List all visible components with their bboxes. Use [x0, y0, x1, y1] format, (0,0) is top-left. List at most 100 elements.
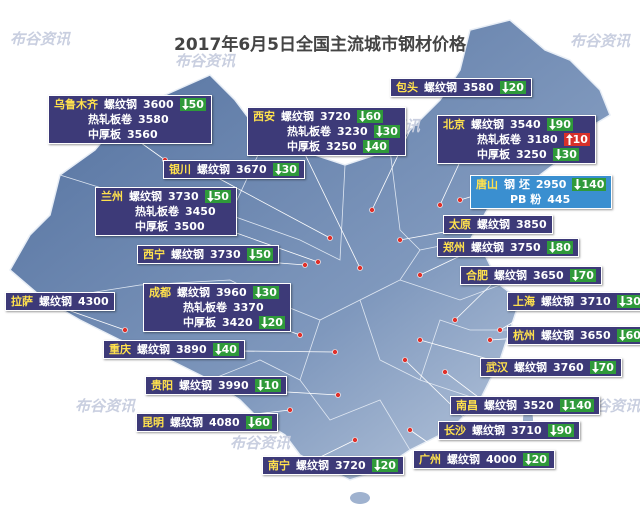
change-badge: 60 [245, 416, 272, 429]
arrow [561, 400, 569, 411]
arrow-shape [524, 454, 532, 465]
city-name: 北京 [443, 118, 465, 131]
price: 3250 [326, 140, 357, 153]
arrow-shape [501, 82, 509, 93]
price: 4000 [486, 453, 517, 466]
city-dot [357, 265, 363, 271]
price-row: 上海 螺纹钢 3710 30 [513, 294, 640, 309]
arrow [565, 134, 573, 145]
price: 3650 [533, 269, 564, 282]
city-name: 唐山 [476, 178, 498, 191]
city-name: 昆明 [142, 416, 164, 429]
change: 30 [561, 148, 577, 161]
price: 3990 [218, 379, 249, 392]
price: 3520 [523, 399, 554, 412]
city-dot [287, 407, 293, 413]
arrow [214, 344, 222, 355]
product: 螺纹钢 [514, 361, 547, 374]
arrow-shape [358, 111, 366, 122]
price-row: 西宁 螺纹钢 3730 50 [143, 247, 273, 262]
city-dot [297, 332, 303, 338]
price: 3540 [510, 118, 541, 131]
price-row: 兰州 螺纹钢 3730 50 [101, 189, 231, 204]
price-box: 包头 螺纹钢 3580 20 [390, 78, 532, 97]
change: 30 [281, 163, 297, 176]
arrow [248, 249, 256, 260]
price: 3730 [168, 190, 199, 203]
change-badge: 10 [563, 133, 590, 146]
watermark: 布谷资讯 [175, 52, 236, 70]
price: 3420 [222, 316, 253, 329]
arrow-shape [591, 362, 599, 373]
change-badge: 40 [212, 343, 239, 356]
product: 螺纹钢 [281, 110, 314, 123]
leader-line [202, 169, 331, 239]
price: 3580 [463, 81, 494, 94]
arrow-shape [548, 119, 556, 130]
city-name: 南昌 [456, 399, 478, 412]
price-box: 贵阳 螺纹钢 3990 10 [145, 376, 287, 395]
price-row: 太原 螺纹钢 3850 [449, 217, 547, 232]
price-row: 热轧板卷 3580 [54, 112, 206, 127]
city-name: 贵阳 [151, 379, 173, 392]
price: 3720 [320, 110, 351, 123]
change-badge: 60 [616, 329, 640, 342]
arrow-shape [181, 99, 189, 110]
city-name: 太原 [449, 218, 471, 231]
price-box: 郑州 螺纹钢 3750 80 [437, 238, 579, 257]
price-row: 银川 螺纹钢 3670 30 [169, 162, 299, 177]
price: 3960 [216, 286, 247, 299]
arrow [364, 141, 372, 152]
arrow [574, 179, 582, 190]
price-row: 杭州 螺纹钢 3650 60 [513, 328, 640, 343]
price: 3720 [335, 459, 366, 472]
price-row: 乌鲁木齐 螺纹钢 3600 50 [54, 97, 206, 112]
change: 70 [598, 361, 614, 374]
price-box: 乌鲁木齐 螺纹钢 3600 50 热轧板卷 3580 中厚板 3560 [48, 95, 212, 144]
city-dot [407, 427, 413, 433]
arrow [549, 425, 557, 436]
change-badge: 90 [547, 424, 574, 437]
city-dot [302, 262, 308, 268]
price-row: 西安 螺纹钢 3720 60 [253, 109, 400, 124]
product: 螺纹钢 [541, 295, 574, 308]
city-dot [335, 392, 341, 398]
price: 3650 [580, 329, 611, 342]
arrow-shape [375, 126, 383, 137]
change-badge: 30 [373, 125, 400, 138]
product: 热轧板卷 [183, 301, 227, 314]
price-row: 中厚板 3560 [54, 127, 206, 142]
price-row: 热轧板卷 3230 30 [253, 124, 400, 139]
price: 3230 [337, 125, 368, 138]
price-row: 包头 螺纹钢 3580 20 [396, 80, 526, 95]
price: 3180 [527, 133, 558, 146]
arrow [618, 296, 626, 307]
arrow-shape [254, 287, 262, 298]
arrow-shape [248, 249, 256, 260]
change: 50 [255, 248, 271, 261]
price-box: 成都 螺纹钢 3960 30 热轧板卷 3370 中厚板 3420 20 [143, 283, 291, 332]
price-box: 上海 螺纹钢 3710 30 [507, 292, 640, 311]
product: 螺纹钢 [484, 399, 517, 412]
arrow [256, 380, 264, 391]
price: 445 [547, 193, 571, 206]
change-badge: 40 [362, 140, 389, 153]
product: 螺纹钢 [471, 241, 504, 254]
city-dot [457, 197, 463, 203]
product: 热轧板卷 [287, 125, 331, 138]
change-badge: 30 [552, 148, 579, 161]
price: 3450 [185, 205, 216, 218]
arrow [358, 111, 366, 122]
price-box: 西安 螺纹钢 3720 60 热轧板卷 3230 30 中厚板 3250 40 [247, 107, 406, 156]
product: 螺纹钢 [541, 329, 574, 342]
product: 螺纹钢 [137, 343, 170, 356]
product: 螺纹钢 [177, 286, 210, 299]
leader-line [404, 359, 479, 432]
change: 30 [625, 295, 640, 308]
watermark: 布谷资讯 [230, 434, 291, 452]
arrow-shape [565, 134, 573, 145]
arrow-shape [554, 149, 562, 160]
change: 40 [221, 343, 237, 356]
price-row: 郑州 螺纹钢 3750 80 [443, 240, 573, 255]
change-badge: 60 [356, 110, 383, 123]
